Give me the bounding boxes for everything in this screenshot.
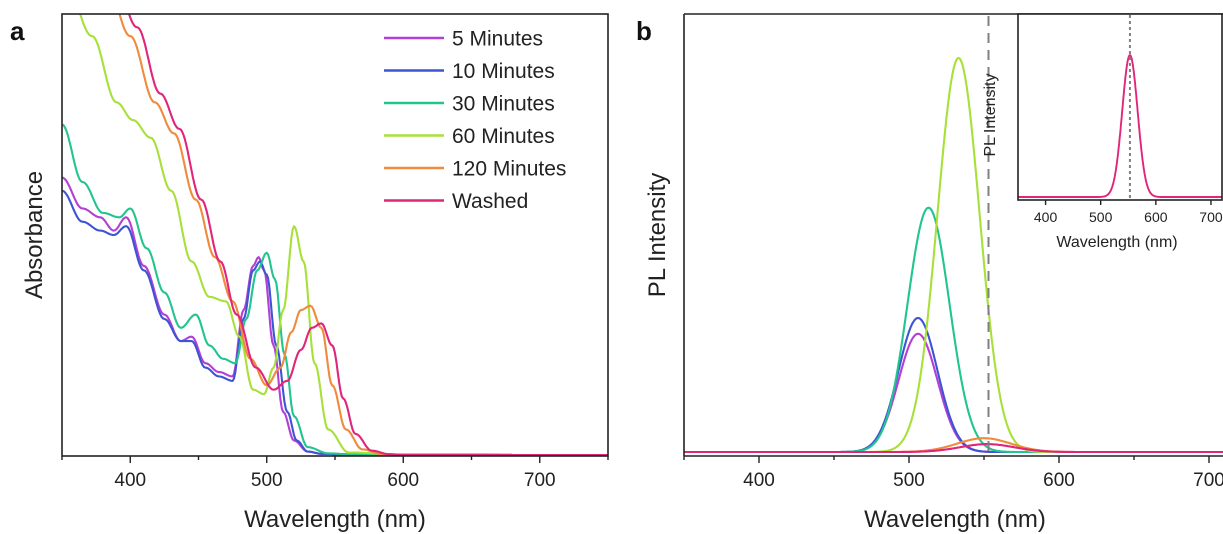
inset-x-tick-label: 600 [1144,209,1168,225]
legend: 5 Minutes 10 Minutes 30 Minutes 60 Minutes 1… [384,28,566,213]
absorbance-x-tick-label: 600 [387,470,419,491]
pl-series-5-minutes [684,332,1223,454]
absorbance-x-tick-label: 700 [524,470,556,491]
inset-curves [1018,54,1222,198]
inset-x-axis-label: Wavelength (nm) [1056,234,1177,251]
inset-x-tick-label: 500 [1089,209,1113,225]
legend-label-30-minutes: 30 Minutes [452,93,555,116]
legend-label-washed: Washed [452,190,528,213]
absorbance-x-axis-label: Wavelength (nm) [244,506,426,533]
absorbance-x-tick-label: 400 [114,470,146,491]
panel-label-a: a [10,16,25,46]
pl-series-120-minutes [684,437,1223,454]
legend-label-10-minutes: 10 Minutes [452,60,555,83]
legend-label-120-minutes: 120 Minutes [452,158,566,181]
pl-x-tick-label: 500 [893,470,925,491]
pl-x-tick-label: 400 [743,470,775,491]
pl-y-axis-label: PL Intensity [644,173,671,298]
absorbance-series-5-minutes [62,176,608,456]
absorbance-curves [62,14,608,456]
inset-x-tick-label: 700 [1199,209,1223,225]
pl-x-axis-label: Wavelength (nm) [864,506,1046,533]
inset-plot-frame [1017,13,1223,201]
panel-label-b: b [636,16,652,46]
pl-series-washed [684,443,1223,454]
inset-x-tick-label: 400 [1034,209,1058,225]
absorbance-series-washed [127,14,608,456]
pl-inset-chart: 400 500 600 700 Wavelength (nm) PL Intensit… [982,13,1223,251]
absorbance-chart: 400 500 600 700 Wavelength (nm) Absorbance … [21,13,609,533]
absorbance-x-tick-label: 500 [251,470,283,491]
legend-label-60-minutes: 60 Minutes [452,125,555,148]
inset-background [1018,14,1222,200]
pl-x-tick-label: 700 [1193,470,1223,491]
absorbance-series-10-minutes [62,189,608,456]
inset-y-axis-label: PL Intensity [982,73,999,156]
inset-x-ticks: 400 500 600 700 [1034,200,1223,225]
pl-curves [684,56,1223,454]
legend-label-5-minutes: 5 Minutes [452,28,543,51]
pl-x-ticks: 400 500 600 700 [683,456,1223,491]
absorbance-y-axis-label: Absorbance [21,171,48,299]
inset-series-washed [1018,54,1222,198]
pl-chart: 400 500 600 700 Wavelength (nm) PL Intensit… [644,13,1223,533]
pl-x-tick-label: 600 [1043,470,1075,491]
absorbance-x-ticks: 400 500 600 700 [61,456,609,491]
